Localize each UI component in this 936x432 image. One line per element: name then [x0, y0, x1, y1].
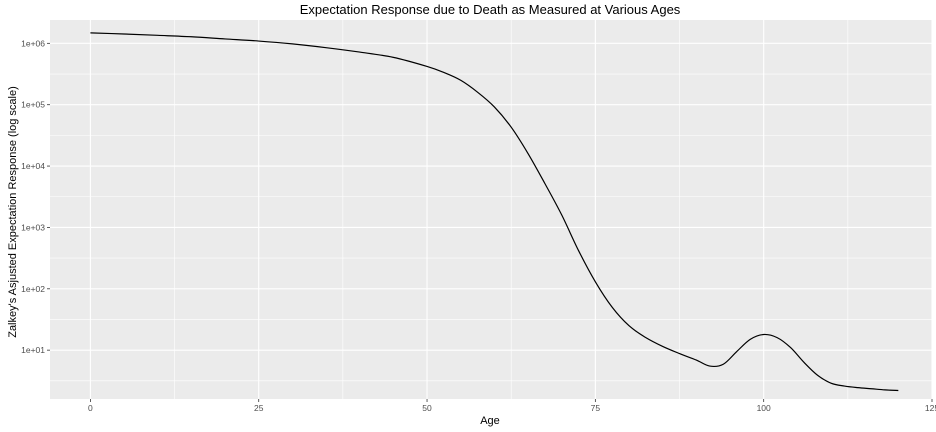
y-tick-label: 1e+03 — [21, 222, 45, 232]
y-tick-label: 1e+05 — [21, 100, 45, 110]
x-tick-label: 75 — [591, 403, 601, 413]
y-tick-label: 1e+01 — [21, 345, 45, 355]
major-gridlines — [50, 20, 933, 399]
y-tick-label: 1e+06 — [21, 38, 45, 48]
series-line — [90, 32, 899, 392]
x-axis-title: Age — [480, 415, 500, 427]
x-tick-label: 100 — [757, 403, 771, 413]
x-tick-label: 50 — [422, 403, 432, 413]
plot-panel — [50, 20, 932, 399]
x-axis: 0 25 50 75 100 125 — [88, 399, 936, 413]
x-tick-label: 125 — [925, 403, 936, 413]
x-tick-label: 25 — [254, 403, 264, 413]
y-axis-title: Zalkey's Asjusted Expectation Response (… — [7, 86, 19, 338]
y-tick-label: 1e+04 — [21, 161, 45, 171]
y-axis: 1e+01 1e+02 1e+03 1e+04 1e+05 1e+06 — [21, 38, 50, 355]
y-tick-label: 1e+02 — [21, 284, 45, 294]
x-tick-label: 0 — [88, 403, 93, 413]
minor-gridlines — [50, 20, 932, 399]
chart-title: Expectation Response due to Death as Mea… — [300, 2, 681, 17]
